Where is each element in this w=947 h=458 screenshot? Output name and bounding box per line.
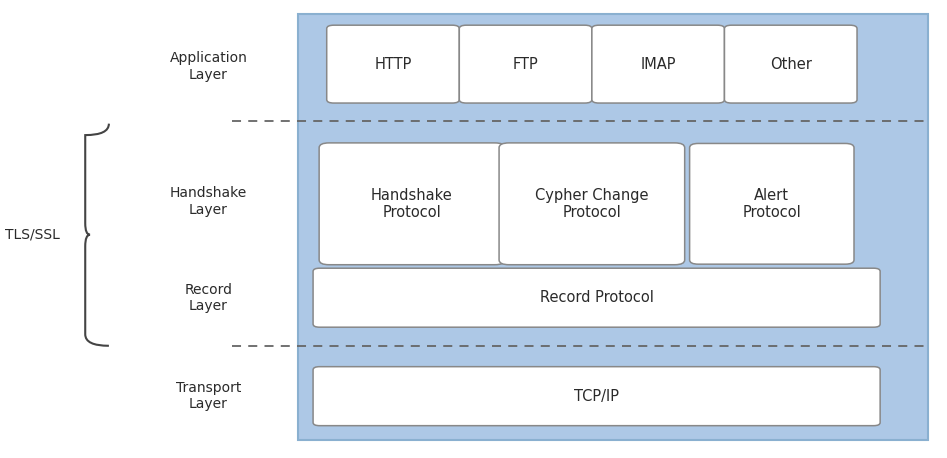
FancyBboxPatch shape <box>459 25 592 103</box>
Text: Record Protocol: Record Protocol <box>540 290 653 305</box>
Text: Handshake
Protocol: Handshake Protocol <box>371 188 453 220</box>
FancyBboxPatch shape <box>313 268 880 327</box>
FancyBboxPatch shape <box>298 14 928 440</box>
Text: Record
Layer: Record Layer <box>185 283 232 313</box>
FancyBboxPatch shape <box>313 367 880 425</box>
FancyBboxPatch shape <box>499 143 685 265</box>
Text: Transport
Layer: Transport Layer <box>175 381 241 411</box>
Text: IMAP: IMAP <box>640 57 676 71</box>
Text: Alert
Protocol: Alert Protocol <box>742 188 801 220</box>
FancyBboxPatch shape <box>327 25 459 103</box>
Text: Handshake
Layer: Handshake Layer <box>170 186 247 217</box>
Text: Cypher Change
Protocol: Cypher Change Protocol <box>535 188 649 220</box>
FancyBboxPatch shape <box>689 143 854 264</box>
Text: Other: Other <box>770 57 812 71</box>
Text: TLS/SSL: TLS/SSL <box>5 228 60 241</box>
FancyBboxPatch shape <box>319 143 505 265</box>
FancyBboxPatch shape <box>724 25 857 103</box>
Text: TCP/IP: TCP/IP <box>574 389 619 403</box>
FancyBboxPatch shape <box>592 25 724 103</box>
Text: HTTP: HTTP <box>374 57 412 71</box>
Text: FTP: FTP <box>512 57 539 71</box>
Text: Application
Layer: Application Layer <box>170 51 247 82</box>
